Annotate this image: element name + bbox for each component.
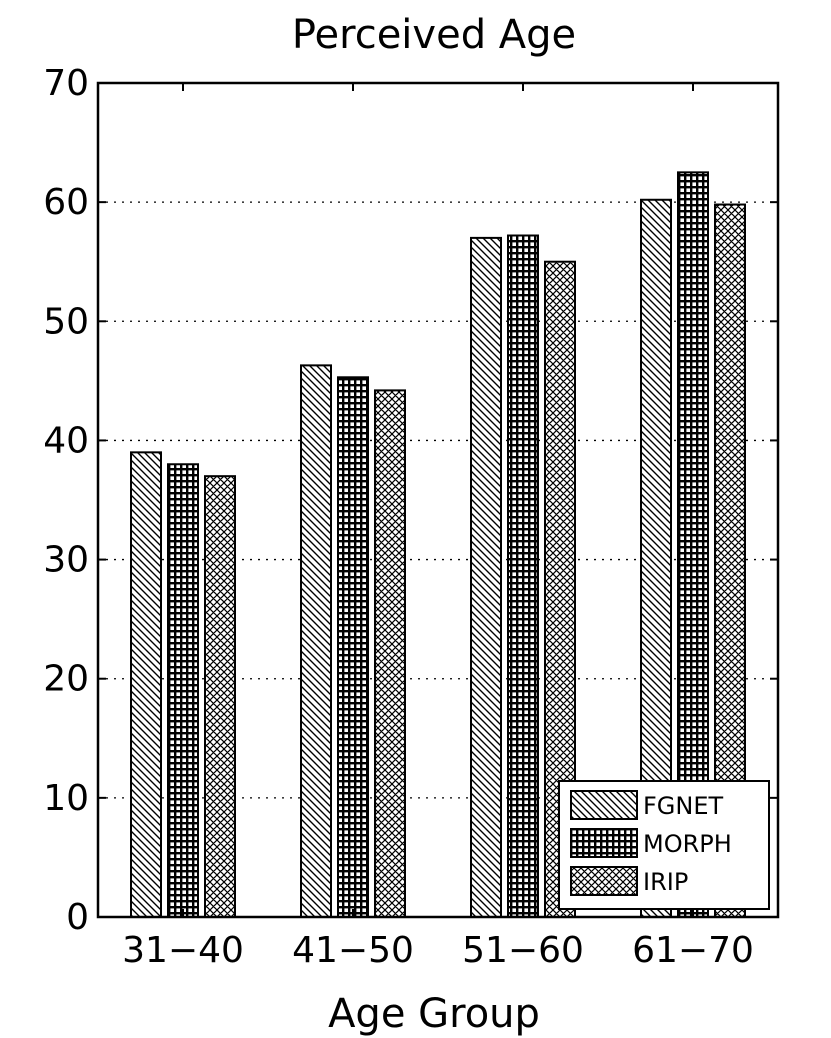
grid-lines bbox=[98, 201, 778, 799]
bar-fgnet-1 bbox=[130, 451, 162, 918]
legend-swatch-irip bbox=[570, 866, 638, 896]
chart-title: Perceived Age bbox=[292, 12, 576, 58]
y-tick-label: 20 bbox=[43, 659, 89, 700]
bar-morph-2 bbox=[337, 376, 369, 919]
y-tick-label: 50 bbox=[43, 301, 89, 342]
x-tick-label: 51−60 bbox=[462, 930, 584, 971]
y-tick-label: 0 bbox=[66, 897, 89, 938]
x-tick-labels: 31−40 41−50 51−60 61−70 bbox=[122, 930, 754, 971]
bar-fgnet-3 bbox=[470, 236, 502, 918]
legend-label-irip: IRIP bbox=[643, 868, 688, 896]
y-tick-label: 10 bbox=[43, 778, 89, 819]
y-tick-label: 60 bbox=[43, 182, 89, 223]
legend-swatch-fgnet bbox=[570, 790, 638, 820]
x-axis-label: Age Group bbox=[328, 991, 540, 1037]
legend-label-morph: MORPH bbox=[643, 830, 732, 858]
legend: FGNET MORPH IRIP bbox=[558, 780, 770, 910]
plot-frame bbox=[96, 81, 780, 919]
y-tick-labels: 0 10 20 30 40 50 60 70 bbox=[43, 63, 89, 938]
axes bbox=[96, 81, 780, 919]
bar-morph-3 bbox=[507, 234, 539, 918]
y-tick-label: 70 bbox=[43, 63, 89, 104]
bar-irip-2 bbox=[374, 389, 406, 919]
legend-swatch-morph bbox=[570, 828, 638, 858]
x-tick-label: 61−70 bbox=[632, 930, 754, 971]
bar-irip-1 bbox=[204, 475, 236, 918]
x-tick-label: 31−40 bbox=[122, 930, 244, 971]
bar-fgnet-2 bbox=[300, 364, 332, 918]
y-tick-label: 30 bbox=[43, 540, 89, 581]
x-tick-label: 41−50 bbox=[292, 930, 414, 971]
legend-label-fgnet: FGNET bbox=[643, 792, 724, 820]
y-tick-label: 40 bbox=[43, 420, 89, 461]
bar-morph-1 bbox=[167, 463, 199, 918]
